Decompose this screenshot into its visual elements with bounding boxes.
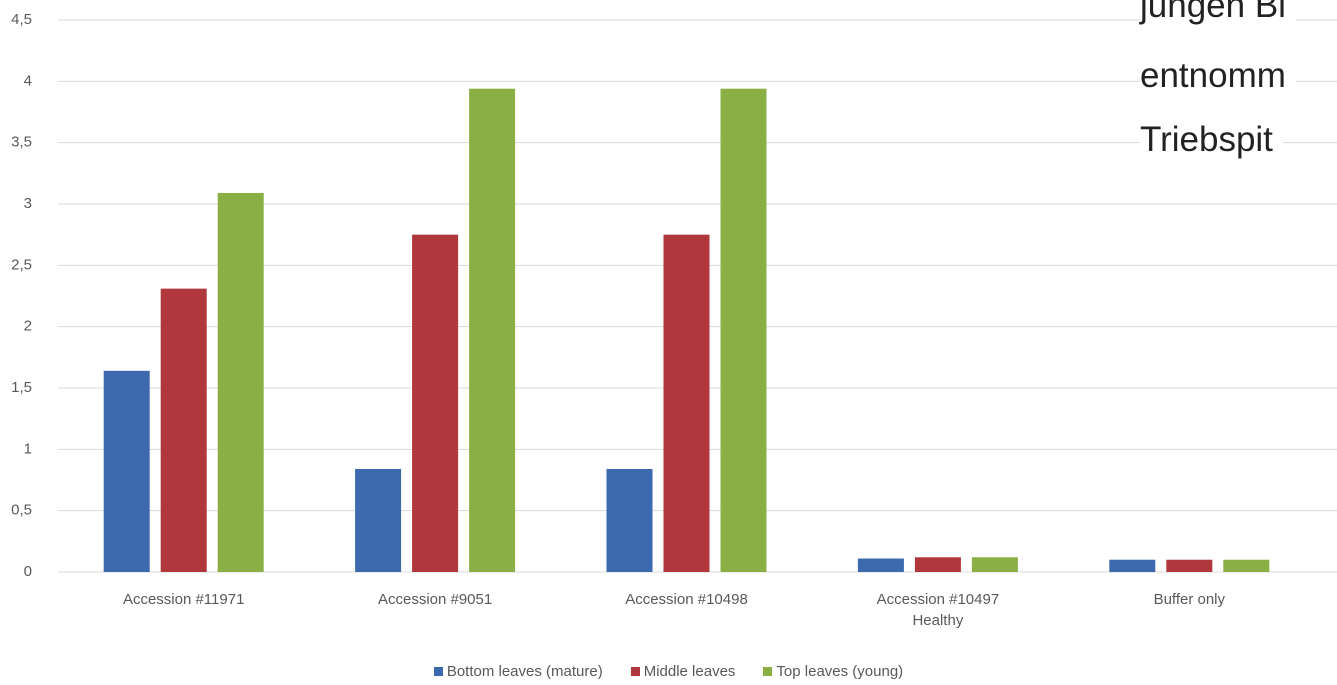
legend-swatch: [433, 667, 443, 676]
bar: [857, 558, 904, 572]
bar: [971, 557, 1018, 572]
x-tick-label: Accession #9051: [377, 591, 493, 608]
legend-label: Top leaves (young): [776, 663, 904, 680]
bar: [663, 234, 710, 572]
legend-label: Middle leaves: [643, 663, 736, 680]
y-tick-label: 0: [24, 563, 32, 580]
legend: Bottom leaves (mature) Middle leaves Top l…: [0, 663, 1337, 680]
y-tick-label: 0,5: [11, 502, 32, 519]
x-tick-label: Accession #10498: [625, 591, 748, 608]
annotation: entnomm: [1140, 56, 1296, 96]
bar: [103, 370, 150, 572]
annotation: Triebspit: [1140, 120, 1283, 160]
bar: [160, 288, 207, 572]
legend-label: Bottom leaves (mature): [446, 663, 603, 680]
legend-item: Top leaves (young): [763, 663, 903, 680]
bar: [606, 468, 653, 572]
y-tick-label: 4: [24, 72, 32, 89]
annotation: jungen Bl: [1140, 0, 1296, 26]
bar: [1223, 559, 1270, 572]
x-tick-label: Accession #10497 Healthy: [876, 591, 1000, 629]
bar: [217, 192, 264, 572]
legend-swatch: [630, 667, 640, 676]
bar: [469, 88, 516, 573]
y-tick-label: 4,5: [11, 11, 32, 28]
bar: [720, 88, 767, 573]
x-tick-label: Accession #11971: [122, 591, 245, 608]
bar: [412, 234, 459, 572]
legend-item: Middle leaves: [630, 663, 736, 680]
bar: [1109, 559, 1156, 572]
bar: [914, 557, 961, 572]
y-tick-label: 3: [24, 195, 32, 212]
legend-item: Bottom leaves (mature): [433, 663, 603, 680]
bar: [1166, 559, 1213, 572]
y-tick-label: 1: [24, 440, 32, 457]
y-tick-label: 2: [24, 318, 32, 335]
x-tick-label: Buffer only: [1153, 591, 1226, 608]
y-tick-label: 3,5: [11, 134, 32, 151]
y-tick-label: 2,5: [11, 256, 32, 273]
bar: [355, 468, 402, 572]
legend-swatch: [763, 667, 773, 676]
y-tick-label: 1,5: [11, 379, 32, 396]
